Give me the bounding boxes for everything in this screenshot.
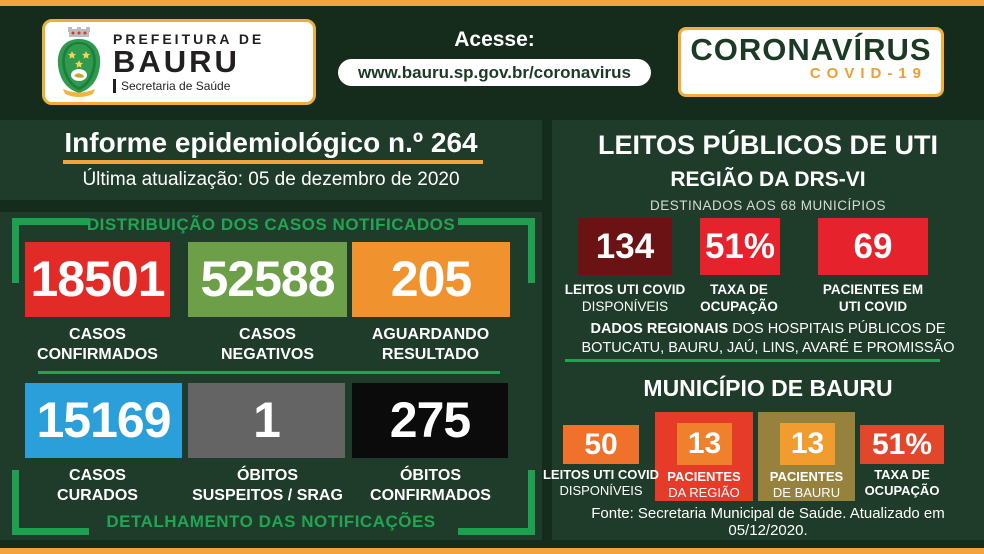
stat-label-confirmed-deaths: ÓBITOS CONFIRMADOS — [370, 467, 491, 504]
section-title-distribution: DISTRIBUIÇÃO DOS CASOS NOTIFICADOS — [86, 215, 456, 234]
city-label-patients-bauru: PACIENTES DE BAURU — [769, 469, 844, 500]
city-card-patients-bauru: 13 PACIENTES DE BAURU — [758, 412, 855, 501]
stat-card-suspect-deaths: 1 — [188, 383, 345, 458]
stat-label-awaiting: AGUARDANDO RESULTADO — [371, 326, 490, 363]
bottom-accent-strip — [0, 548, 984, 554]
icu-card-patients: 69 — [818, 218, 928, 275]
frame-corner-top-right — [458, 218, 535, 283]
stat-card-confirmed-deaths: 275 — [352, 383, 508, 458]
logo-line-prefeitura: PREFEITURA DE — [113, 31, 265, 47]
top-accent-strip — [0, 0, 984, 6]
city-card-patients-region-value: 13 — [677, 423, 732, 465]
access-label: Acesse: — [454, 28, 535, 51]
brand-title: CORONAVÍRUS — [690, 32, 932, 67]
bauru-coat-of-arms-icon — [57, 27, 101, 97]
city-label-beds-available: LEITOS UTI COVID DISPONÍVEIS — [542, 467, 660, 498]
city-title: MUNICÍPIO DE BAURU — [643, 375, 893, 401]
prefeitura-logo-text: PREFEITURA DE BAURU Secretaria de Saúde — [113, 31, 264, 93]
report-title-underline — [63, 160, 483, 164]
icu-region-subtitle: REGIÃO DA DRS-VI — [670, 168, 866, 191]
city-card-beds-available: 50 — [563, 425, 639, 464]
logo-line-bauru: BAURU — [113, 44, 240, 79]
city-label-occupancy: TAXA DE OCUPAÇÃO — [864, 467, 940, 498]
stat-label-recovered: CASOS CURADOS — [57, 467, 138, 504]
frame-corner-top-left — [12, 218, 89, 283]
icu-label-occupancy: TAXA DE OCUPAÇÃO — [700, 282, 778, 314]
report-updated-text: Última atualização: 05 de dezembro de 20… — [82, 169, 460, 190]
icu-card-beds-available: 134 — [578, 218, 672, 275]
icu-label-beds-available: LEITOS UTI COVID DISPONÍVEIS — [564, 282, 686, 314]
icu-label-patients: PACIENTES EM UTI COVID — [822, 282, 924, 314]
stat-label-suspect-deaths: ÓBITOS SUSPEITOS / SRAG — [192, 467, 343, 504]
logo-line-secretaria: Secretaria de Saúde — [113, 79, 264, 93]
stat-card-negative: 52588 — [188, 242, 347, 317]
section-title-detailing: DETALHAMENTO DAS NOTIFICAÇÕES — [106, 512, 436, 531]
icu-region-subtitle2: DESTINADOS AOS 68 MUNICÍPIOS — [649, 198, 887, 213]
stat-card-confirmed: 18501 — [25, 242, 170, 317]
coronavirus-url-link[interactable]: www.bauru.sp.gov.br/coronavirus — [338, 59, 651, 86]
city-label-patients-region: PACIENTES DA REGIÃO — [667, 469, 741, 500]
icu-title: LEITOS PÚBLICOS DE UTI — [597, 130, 939, 160]
regional-data-note: DADOS REGIONAIS DOS HOSPITAIS PÚBLICOS D… — [581, 321, 955, 356]
left-row-divider — [38, 371, 500, 374]
right-section-divider — [565, 359, 940, 362]
stat-card-recovered: 15169 — [25, 383, 182, 458]
frame-corner-bottom-right — [458, 470, 535, 535]
icu-card-occupancy: 51% — [700, 218, 780, 275]
frame-corner-bottom-left — [12, 470, 89, 535]
coronavirus-brand-box: CORONAVÍRUS COVID-19 — [678, 27, 944, 97]
prefeitura-logo-box: PREFEITURA DE BAURU Secretaria de Saúde — [42, 19, 316, 105]
city-card-patients-region: 13 PACIENTES DA REGIÃO — [655, 412, 753, 501]
city-card-patients-bauru-value: 13 — [780, 423, 835, 465]
city-card-occupancy: 51% — [860, 425, 944, 464]
report-title: Informe epidemiológico n.º 264 — [64, 127, 478, 158]
source-text: Fonte: Secretaria Municipal de Saúde. At… — [591, 505, 945, 539]
stat-label-negative: CASOS NEGATIVOS — [220, 326, 315, 363]
stat-label-confirmed: CASOS CONFIRMADOS — [37, 326, 158, 363]
stat-card-awaiting: 205 — [352, 242, 510, 317]
brand-subtitle: COVID-19 — [809, 65, 927, 82]
